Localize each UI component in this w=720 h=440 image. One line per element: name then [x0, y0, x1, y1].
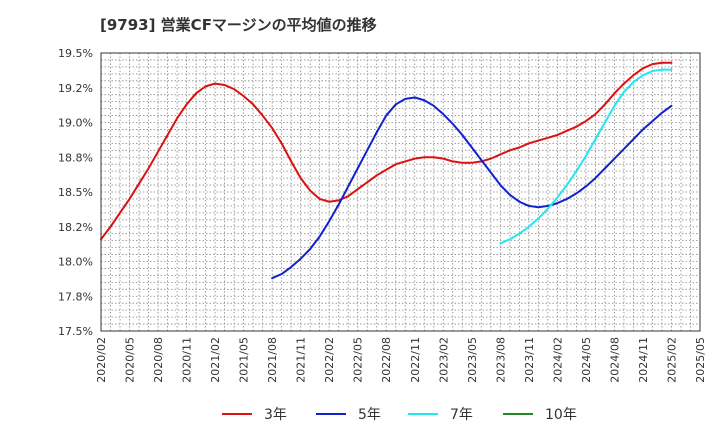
x-tick-label: 2022/11 [409, 337, 422, 383]
y-tick-label: 18.2% [58, 221, 93, 234]
x-tick-label: 2024/11 [637, 337, 650, 383]
y-tick-label: 18.8% [58, 151, 93, 164]
series-line [271, 96, 673, 280]
x-tick-label: 2025/02 [665, 337, 678, 383]
plot-frame [100, 52, 701, 332]
x-tick-label: 2021/05 [238, 337, 251, 383]
x-tick-label: 2022/02 [323, 337, 336, 383]
legend-item: 3年 [222, 407, 287, 423]
x-tick-label: 2020/11 [181, 337, 194, 383]
x-tick-label: 2021/11 [295, 337, 308, 383]
x-tick-label: 2020/02 [95, 337, 108, 383]
y-tick-label: 19.2% [58, 82, 93, 95]
legend-item: 5年 [316, 407, 381, 423]
y-tick-label: 19.0% [58, 117, 93, 130]
series-line [499, 68, 673, 245]
chart-title: [9793] 営業CFマージンの平均値の推移 [100, 16, 377, 34]
y-tick-label: 18.5% [58, 186, 93, 199]
legend-item: 7年 [408, 407, 473, 423]
legend-label: 3年 [264, 407, 287, 423]
x-tick-label: 2023/08 [494, 337, 507, 383]
x-tick-label: 2022/05 [352, 337, 365, 383]
legend-label: 5年 [358, 407, 381, 423]
plot-grid [101, 53, 700, 331]
x-tick-label: 2023/11 [523, 337, 536, 383]
series-line [100, 61, 673, 241]
x-tick-label: 2023/02 [437, 337, 450, 383]
legend-item: 10年 [503, 407, 577, 423]
x-tick-label: 2020/05 [124, 337, 137, 383]
x-tick-label: 2025/05 [694, 337, 707, 383]
y-axis-ticks: 17.5% 17.8% 18.0% 18.2% 18.5% 18.8% 19.0% 19.2%… [58, 47, 93, 338]
y-tick-label: 17.5% [58, 325, 93, 338]
y-tick-label: 19.5% [58, 47, 93, 60]
x-tick-label: 2021/08 [266, 337, 279, 383]
y-tick-label: 17.8% [58, 290, 93, 303]
x-tick-label: 2020/08 [152, 337, 165, 383]
x-tick-label: 2024/08 [608, 337, 621, 383]
x-axis-ticks: 2020/02 2020/05 2020/08 2020/11 2021/02 2021/… [95, 337, 707, 383]
x-tick-label: 2024/05 [580, 337, 593, 383]
legend: 3年 5年 7年 10年 [222, 407, 577, 423]
x-tick-label: 2022/08 [380, 337, 393, 383]
legend-label: 7年 [450, 407, 473, 423]
x-tick-label: 2023/05 [466, 337, 479, 383]
x-tick-label: 2021/02 [209, 337, 222, 383]
y-tick-label: 18.0% [58, 256, 93, 269]
legend-label: 10年 [545, 407, 577, 423]
series-lines [100, 61, 673, 280]
x-tick-label: 2024/02 [551, 337, 564, 383]
